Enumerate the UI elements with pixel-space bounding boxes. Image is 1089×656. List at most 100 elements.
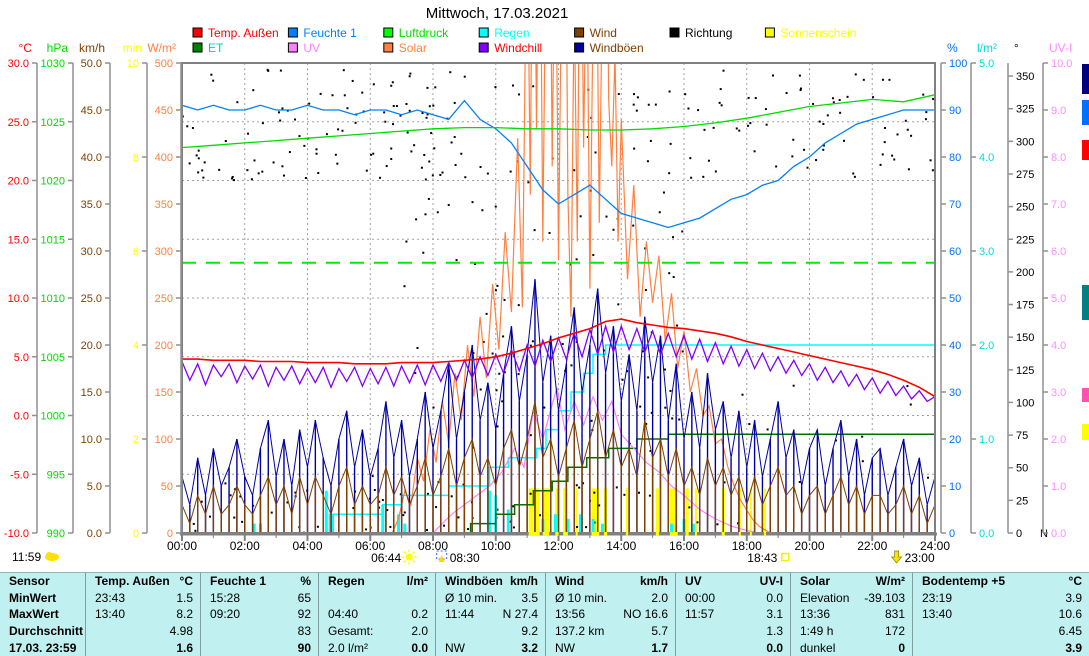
axis-tick-label: 350 bbox=[155, 199, 173, 211]
axis-temp: °C 30.0 25.0 20.0 15.0 10.0 5.0 0.0 -5.0 -10.0 bbox=[4, 41, 38, 540]
axis-tick-label: 0 bbox=[1016, 528, 1022, 540]
axis-tick-label: 200 bbox=[1016, 267, 1034, 279]
axis-tick-label: 0 bbox=[949, 528, 955, 540]
table-cell-label: dunkel bbox=[800, 640, 836, 655]
legend-row-1: Temp. Außen Feuchte 1 Luftdruck Regen Wind Ri… bbox=[192, 26, 856, 40]
table-cell-value: 3.1 bbox=[766, 607, 783, 622]
edge-chip bbox=[1082, 100, 1089, 125]
axis-deg: °350325300275250225200175150125100755025… bbox=[1007, 41, 1048, 540]
table-cell-label: Ø 10 min. bbox=[555, 590, 608, 605]
table-column-temp-au-en: Temp. Außen °C 23:43 1.5 13:40 8.2 4.98 1.6 bbox=[85, 573, 200, 656]
time-marker-sunset: 18:43 bbox=[747, 551, 790, 565]
axis-tick-label: 275 bbox=[1016, 169, 1034, 181]
table-row: 83 bbox=[201, 623, 318, 640]
series-richtung bbox=[183, 68, 934, 533]
table-row: NW 3.2 bbox=[436, 639, 545, 656]
x-axis-label: 12:00 bbox=[543, 539, 573, 553]
legend-label: Sonnenschein bbox=[780, 26, 856, 40]
axis-tick-label: 100 bbox=[1016, 397, 1034, 409]
table-cell-value: 831 bbox=[884, 607, 905, 622]
axis-tick-label: 15.0 bbox=[81, 387, 102, 399]
table-header-name: Solar bbox=[800, 574, 831, 589]
stats-table: Sensor MinWert MaxWert Durchschnitt 17.03. 2… bbox=[0, 572, 1089, 656]
table-header-row: Regen l/m² bbox=[319, 573, 435, 590]
sunset-square-icon bbox=[781, 552, 790, 562]
axis-tick-label: 90 bbox=[949, 105, 961, 117]
legend-label: Richtung bbox=[685, 26, 732, 40]
table-cell-value: 3.5 bbox=[521, 590, 538, 605]
legend-swatch bbox=[669, 27, 680, 38]
table-header-unit: °C bbox=[179, 574, 193, 589]
table-header-row: Temp. Außen °C bbox=[86, 573, 200, 590]
down-arrow-icon bbox=[890, 550, 903, 564]
table-cell-label: 13:40 bbox=[922, 607, 953, 622]
table-column-windb-en: Windböen km/h Ø 10 min. 3.5 11:44 N 27.4 9.2 NW… bbox=[435, 573, 545, 656]
right-edge-chips bbox=[1082, 64, 1089, 440]
axis-tick-label: 1000 bbox=[41, 411, 65, 423]
legend-swatch bbox=[764, 27, 775, 38]
table-column-uv: UV UV-I 00:00 0.0 11:57 3.1 1.3 0.0 bbox=[675, 573, 790, 656]
table-header-unit: W/m² bbox=[875, 574, 905, 589]
axis-tick-label: 300 bbox=[1016, 136, 1034, 148]
axis-header-kmh: km/h bbox=[79, 41, 105, 55]
legend-row-2: ET UV Solar Windchill Windböen bbox=[192, 41, 644, 55]
series-layer bbox=[183, 63, 934, 533]
axis-tick-label: 3.0 bbox=[979, 246, 994, 258]
legend-swatch bbox=[287, 42, 298, 53]
table-row: Elevation -39.103 bbox=[791, 590, 912, 607]
axis-tick-label: 8 bbox=[133, 152, 139, 164]
axis-tick-label: 100 bbox=[155, 434, 173, 446]
axis-tick-label: 250 bbox=[155, 293, 173, 305]
table-row: 13:40 8.2 bbox=[86, 606, 200, 623]
axis-tick-label: 350 bbox=[1016, 71, 1034, 83]
table-row-label: Durchschnitt bbox=[0, 623, 85, 640]
table-cell-value: 1.3 bbox=[766, 624, 783, 639]
series-uv bbox=[432, 387, 760, 533]
table-header-name: Regen bbox=[328, 574, 365, 589]
x-axis-ticks bbox=[181, 535, 936, 541]
axis-tick-label: 1030 bbox=[41, 58, 65, 70]
axis-tick-label: 1010 bbox=[41, 293, 65, 305]
series-wind-bars bbox=[189, 401, 928, 532]
table-cell-label: NW bbox=[445, 640, 465, 655]
row-label-durchschnitt: Durchschnitt bbox=[9, 624, 84, 639]
series-feuchte-1 bbox=[183, 99, 934, 229]
legend-swatch bbox=[478, 27, 489, 38]
table-header-name: Feuchte 1 bbox=[210, 574, 267, 589]
table-row-label: 17.03. 23:59 bbox=[0, 639, 85, 656]
table-cell-label: 11:44 bbox=[445, 607, 475, 622]
legend-item-richtung: Richtung bbox=[669, 26, 732, 40]
axis-tick-label: 35.0 bbox=[81, 199, 102, 211]
corner-marker-label: 11:59 bbox=[12, 550, 41, 564]
table-cell-value: 5.7 bbox=[651, 624, 668, 639]
legend-label: Wind bbox=[590, 26, 617, 40]
table-column-sensor: Sensor MinWert MaxWert Durchschnitt 17.03. 2… bbox=[0, 573, 85, 656]
table-cell-value: 0.2 bbox=[411, 607, 428, 622]
axis-tick-label: 5.0 bbox=[1051, 293, 1066, 305]
series-sonnenschein bbox=[528, 488, 767, 533]
time-marker-label: 06:44 bbox=[371, 551, 401, 565]
axis-header-hpa: hPa bbox=[47, 41, 69, 55]
table-cell-label: Elevation bbox=[800, 590, 850, 605]
axis-uvi: UV-I 10.0 9.0 8.0 7.0 6.0 5.0 4.0 3.0 2.0 1.0 0.0 bbox=[1042, 41, 1072, 540]
table-cell-value: 3.9 bbox=[1065, 590, 1082, 605]
table-header-name: Windböen bbox=[445, 574, 503, 589]
table-row: Gesamt: 2.0 bbox=[319, 623, 435, 640]
x-axis-label: 22:00 bbox=[857, 539, 887, 553]
table-header-name: UV bbox=[685, 574, 702, 589]
table-cell-value: 0.0 bbox=[411, 640, 428, 655]
table-cell-value: 0.0 bbox=[766, 640, 783, 655]
table-cell-value: 10.6 bbox=[1058, 607, 1082, 622]
axis-header-temp: °C bbox=[19, 41, 33, 55]
axis-tick-label: 25.0 bbox=[8, 117, 29, 129]
table-row: 15:28 65 bbox=[201, 590, 318, 607]
x-axis-label: 04:00 bbox=[292, 539, 322, 553]
axis-tick-label: 50.0 bbox=[81, 58, 102, 70]
legend-item-luftdruck: Luftdruck bbox=[383, 26, 449, 40]
x-axis-label: 14:00 bbox=[606, 539, 636, 553]
table-row: 9.2 bbox=[436, 623, 545, 640]
table-cell-value: 4.98 bbox=[169, 624, 193, 639]
axis-kmh: km/h 50.0 45.0 40.0 35.0 30.0 25.0 20.0 15.0 10.0… bbox=[79, 41, 111, 540]
